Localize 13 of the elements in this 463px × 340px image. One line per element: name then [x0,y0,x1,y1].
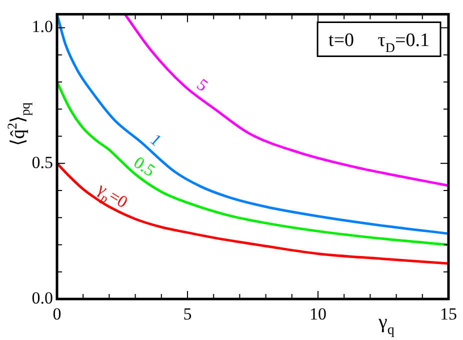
y-axis-title: ⟨q̂2⟩pq [4,102,33,146]
text: 0.5 [130,152,158,180]
x-tick-label: 0 [52,304,62,324]
text: 1 [146,130,166,150]
y-tick-label: 1.0 [32,17,53,36]
x-tick-label: 15 [440,304,457,324]
x-tick-label: 5 [183,304,192,324]
line-series [124,12,450,187]
text: 5 [193,74,212,96]
y-tick-label: 0.0 [32,288,53,308]
x-tick-label: 10 [310,304,326,324]
line-series [56,80,450,246]
y-tick-label: 0.5 [32,152,53,172]
